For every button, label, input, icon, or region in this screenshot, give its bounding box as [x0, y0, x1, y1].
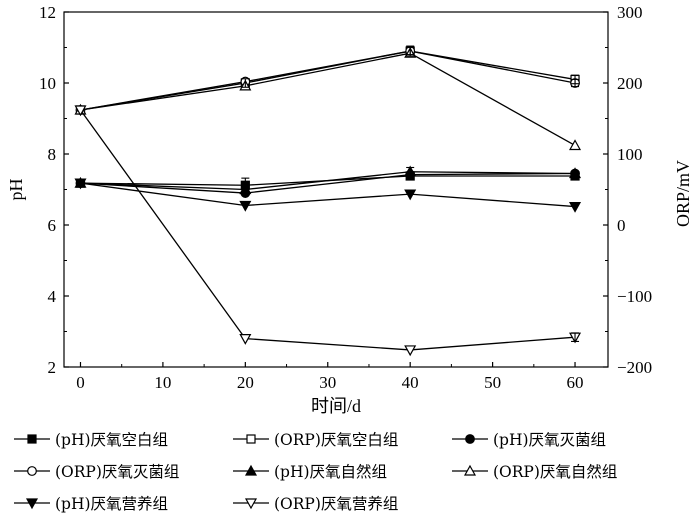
y-right-tick-label: −100 [617, 287, 652, 306]
error-bar [571, 78, 580, 88]
legend-entry: (pH)厌氧营养组 [14, 495, 168, 513]
x-tick-label: 0 [76, 373, 85, 392]
legend-entry: (ORP)厌氧空白组 [233, 431, 398, 449]
legend-marker [463, 464, 477, 476]
y-left-tick-label: 6 [48, 216, 57, 235]
legend-marker [244, 498, 258, 510]
legend-entry: (pH)厌氧灭菌组 [452, 431, 606, 449]
legend-label: (pH)厌氧灭菌组 [493, 431, 606, 449]
data-point [569, 167, 582, 179]
legend-entry: (ORP)厌氧灭菌组 [14, 463, 179, 481]
legend-label: (ORP)厌氧营养组 [274, 495, 398, 513]
legend-label: (pH)厌氧空白组 [55, 431, 168, 449]
series-line [80, 172, 576, 194]
series-layer [74, 45, 582, 357]
legend-marker [27, 434, 37, 444]
legend-marker [27, 466, 37, 476]
error-bar [406, 46, 415, 56]
series-line [80, 50, 576, 111]
data-point [569, 139, 582, 151]
series-line [79, 109, 576, 351]
legend-label: (ORP)厌氧灭菌组 [55, 463, 179, 481]
series-line [80, 171, 576, 191]
error-bar [241, 177, 250, 193]
x-tick-label: 20 [237, 373, 254, 392]
legend: (pH)厌氧空白组 (ORP)厌氧空白组 (pH)厌氧灭菌组 (ORP)厌氧灭菌组 (p… [14, 431, 617, 513]
legend-label: (pH)厌氧自然组 [274, 463, 387, 481]
legend-label: (pH)厌氧营养组 [55, 495, 168, 513]
x-tick-label: 10 [154, 373, 171, 392]
legend-label: (ORP)厌氧自然组 [493, 463, 617, 481]
data-point [239, 200, 252, 212]
y-right-tick-label: 200 [617, 74, 643, 93]
legend-marker [465, 434, 475, 444]
legend-label: (ORP)厌氧空白组 [274, 431, 398, 449]
legend-entry: (ORP)厌氧营养组 [233, 495, 398, 513]
y-left-tick-label: 12 [39, 3, 56, 22]
x-axis-label: 时间/d [311, 396, 361, 416]
y-axis-right-label: ORP/mV [673, 160, 693, 227]
y-left-tick-label: 2 [48, 358, 57, 377]
error-bar [241, 78, 250, 88]
data-point [74, 178, 87, 190]
legend-entry: (ORP)厌氧自然组 [452, 463, 617, 481]
legend-entry: (pH)厌氧空白组 [14, 431, 168, 449]
data-point [404, 345, 417, 357]
series-7 [74, 178, 582, 213]
series-line [80, 52, 576, 147]
x-tick-label: 50 [484, 373, 501, 392]
legend-marker [244, 464, 258, 476]
y-left-tick-label: 4 [48, 287, 57, 306]
series-line [80, 50, 576, 111]
data-point [404, 189, 417, 201]
y-axis-left-label: pH [6, 179, 26, 201]
legend-marker [246, 434, 256, 444]
legend-entry: (pH)厌氧自然组 [233, 463, 387, 481]
x-tick-label: 30 [319, 373, 336, 392]
x-tick-label: 40 [402, 373, 419, 392]
legend-marker [25, 498, 39, 510]
error-bar [406, 166, 415, 177]
x-tick-label: 60 [567, 373, 584, 392]
y-left-tick-label: 8 [48, 145, 57, 164]
y-left-tick-label: 10 [39, 74, 56, 93]
data-point [239, 334, 252, 345]
y-right-tick-label: −200 [617, 358, 652, 377]
data-point [74, 105, 87, 117]
y-right-tick-label: 300 [617, 3, 643, 22]
series-line [80, 182, 576, 208]
data-point [569, 201, 582, 213]
y-right-tick-label: 0 [617, 216, 626, 235]
y-right-tick-label: 100 [617, 145, 643, 164]
error-bar [571, 332, 580, 342]
axis-ticks: 0 10 20 30 40 50 60 2 4 6 8 10 12 −200 −100 0 100 200 300 [39, 3, 652, 392]
